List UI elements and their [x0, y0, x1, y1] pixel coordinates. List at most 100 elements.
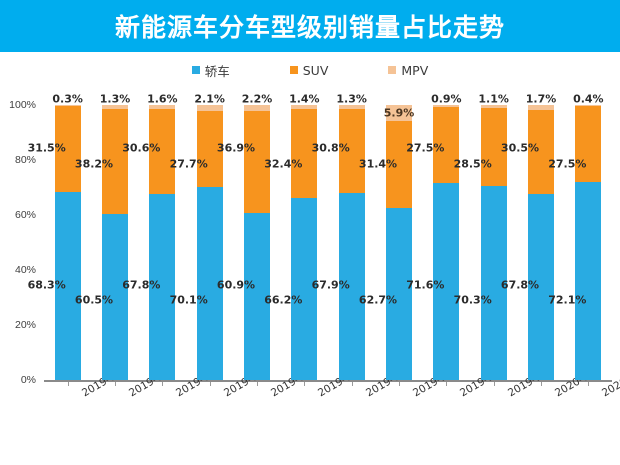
bar-segment-mpv[interactable]: [149, 105, 176, 110]
bar-stack[interactable]: [102, 105, 128, 380]
bar-segment-mpv[interactable]: [102, 105, 128, 109]
legend-item-car[interactable]: 轿车: [191, 61, 230, 80]
bar-segment-mpv[interactable]: [575, 105, 602, 107]
bar-segment-car[interactable]: [291, 197, 318, 380]
legend-item-mpv[interactable]: MPV: [388, 63, 428, 78]
legend-swatch-suv: [289, 66, 298, 74]
bar-segment-car[interactable]: [149, 193, 176, 380]
chart-header-bar: 新能源车分车型级别销量占比走势: [0, 0, 620, 52]
data-label-mpv: 0.4%: [573, 92, 604, 106]
bar-stack[interactable]: [338, 105, 365, 380]
data-label-car: 72.1%: [548, 293, 587, 307]
bar-segment-suv[interactable]: [528, 109, 554, 194]
x-axis-line: [44, 380, 612, 382]
bar-segment-suv[interactable]: [244, 111, 270, 213]
data-label-suv: 30.8%: [311, 141, 350, 155]
data-label-car: 71.6%: [406, 278, 445, 292]
bar-segment-mpv[interactable]: [386, 105, 412, 122]
legend-swatch-car: [191, 66, 200, 74]
bar-stack[interactable]: [149, 105, 176, 380]
legend-label-mpv: MPV: [401, 62, 429, 78]
data-label-mpv: 1.3%: [336, 92, 367, 106]
bar-segment-suv[interactable]: [196, 110, 223, 187]
data-label-mpv: 1.1%: [478, 92, 509, 106]
x-axis-category-label: 2019-09: [363, 367, 408, 400]
x-axis-tick: [257, 382, 258, 386]
bar-stack[interactable]: [528, 105, 554, 380]
x-axis-category-label: 2019-11: [458, 367, 503, 400]
bar-stack[interactable]: [386, 105, 412, 380]
x-axis-category-label: 2019-03: [79, 367, 124, 400]
y-axis-tick-label: 60%: [14, 209, 36, 221]
x-axis-category-label: 2020-01: [553, 367, 597, 400]
bar-segment-car[interactable]: [244, 212, 270, 380]
x-axis-tick: [588, 382, 590, 386]
y-axis-tick-label: 80%: [14, 154, 36, 166]
bar-segment-suv[interactable]: [54, 105, 81, 193]
bar-segment-mpv[interactable]: [244, 105, 270, 112]
bar-segment-suv[interactable]: [291, 108, 318, 198]
data-label-mpv: 1.3%: [99, 92, 131, 106]
bar-segment-car[interactable]: [54, 192, 81, 381]
bar-stack[interactable]: [244, 105, 270, 380]
data-label-suv: 27.5%: [548, 157, 587, 171]
x-axis-category-label: 2019-05: [174, 367, 219, 400]
data-label-car: 67.8%: [500, 278, 540, 292]
bar-segment-mpv[interactable]: [291, 105, 318, 109]
bar-segment-mpv[interactable]: [196, 105, 223, 111]
bar-stack[interactable]: [54, 105, 81, 381]
bar-stack[interactable]: [196, 105, 223, 380]
bar-segment-mpv[interactable]: [528, 105, 554, 110]
x-axis-tick: [541, 382, 542, 386]
x-axis-tick: [115, 382, 116, 386]
bar-segment-suv[interactable]: [386, 121, 412, 208]
data-label-car: 68.3%: [27, 278, 66, 292]
data-label-suv: 27.5%: [406, 141, 445, 155]
bar-stack[interactable]: [433, 105, 460, 380]
bar-segment-suv[interactable]: [149, 109, 176, 194]
bar-segment-car[interactable]: [196, 186, 223, 380]
bar-stack[interactable]: [291, 105, 318, 380]
data-label-car: 67.9%: [311, 278, 350, 292]
bar-segment-suv[interactable]: [575, 106, 602, 182]
bar-stack[interactable]: [480, 105, 507, 380]
page-title: 新能源车分车型级别销量占比走势: [114, 13, 505, 42]
bar-segment-mpv[interactable]: [480, 105, 507, 109]
bar-segment-suv[interactable]: [433, 107, 460, 184]
bar-segment-car[interactable]: [575, 181, 602, 380]
x-axis-tick: [399, 382, 400, 386]
data-label-mpv: 5.9%: [383, 106, 415, 120]
data-label-mpv: 2.1%: [194, 92, 225, 106]
bar-segment-suv[interactable]: [480, 108, 507, 187]
x-axis-category-label: 2019-12: [505, 367, 550, 400]
bar-segment-mpv[interactable]: [433, 105, 460, 108]
bar-segment-car[interactable]: [433, 183, 460, 380]
data-label-mpv: 1.6%: [147, 92, 178, 106]
x-axis-tick: [351, 382, 353, 386]
bar-segment-car[interactable]: [102, 213, 128, 380]
data-label-suv: 30.5%: [500, 141, 540, 155]
legend-item-suv[interactable]: SUV: [289, 63, 328, 78]
bar-segment-car[interactable]: [338, 193, 365, 380]
data-label-mpv: 1.4%: [289, 92, 320, 106]
x-axis-tick: [493, 382, 495, 386]
data-label-car: 62.7%: [358, 293, 398, 307]
x-axis-category-label: 2019-04: [127, 367, 171, 400]
data-label-suv: 31.5%: [27, 141, 66, 155]
legend-label-car: 轿车: [204, 63, 230, 79]
data-label-car: 60.9%: [216, 278, 256, 292]
bar-segment-car[interactable]: [386, 207, 412, 380]
bar-segment-suv[interactable]: [102, 108, 128, 214]
bar-segment-suv[interactable]: [338, 108, 365, 194]
data-label-car: 67.8%: [122, 278, 161, 292]
y-axis-tick-label: 20%: [14, 319, 36, 331]
data-label-mpv: 1.7%: [525, 92, 557, 106]
bar-segment-mpv[interactable]: [338, 105, 365, 109]
bar-segment-car[interactable]: [480, 186, 507, 380]
bar-segment-car[interactable]: [528, 193, 554, 380]
bar-stack[interactable]: [575, 105, 602, 380]
bar-segment-mpv[interactable]: [54, 105, 81, 106]
data-label-car: 70.1%: [169, 293, 208, 307]
data-label-suv: 27.7%: [169, 157, 208, 171]
